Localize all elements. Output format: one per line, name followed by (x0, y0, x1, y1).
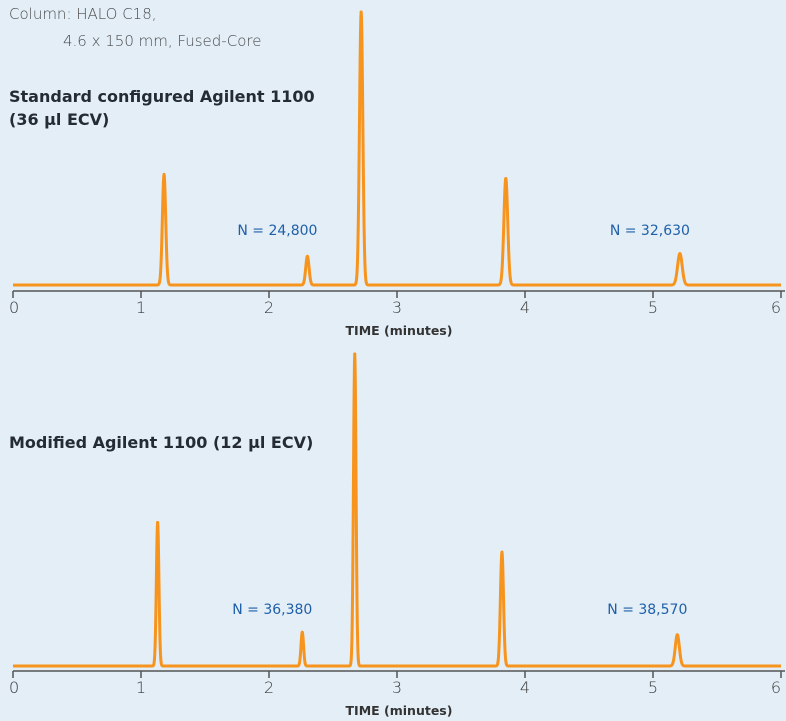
panel1-x-tick-label: 6 (771, 298, 781, 317)
panel1-title-line2: (36 µl ECV) (9, 110, 110, 129)
panel1-x-tick-label: 3 (392, 298, 402, 317)
panel2-x-tick-label: 2 (264, 678, 274, 697)
panel1-x-tick-label: 1 (136, 298, 146, 317)
panel2-annotation-1: N = 36,380 (232, 602, 312, 618)
panel1-title: Standard configured Agilent 1100 (36 µl … (9, 85, 315, 131)
panel2-peak-3 (353, 352, 357, 356)
panel2-x-axis-label: TIME (minutes) (346, 703, 453, 718)
panel1-peak-3 (359, 10, 363, 14)
panel2-x-tick-label: 0 (9, 678, 19, 697)
panel1-chart: 0 1 2 3 4 5 6 TIME (minutes) N = 24,800 N = 32,63… (9, 10, 785, 338)
panel1-x-tick-label: 5 (648, 298, 658, 317)
panel1-trace (11, 10, 783, 287)
panel1-annotation-1: N = 24,800 (237, 223, 317, 239)
panel1-title-line1: Standard configured Agilent 1100 (9, 87, 315, 106)
panel1-peak-4 (504, 177, 508, 181)
panel2-trace (11, 352, 783, 668)
panel2-x-tick-label: 6 (771, 678, 781, 697)
panel1-x-tick-label: 0 (9, 298, 19, 317)
panel2-chart: 0 1 2 3 4 5 6 TIME (minutes) N = 36,380 N = 38,57… (9, 352, 785, 718)
panel2-x-tick-label: 5 (648, 678, 658, 697)
panel1-peak-2 (305, 254, 309, 258)
panel1-peak-1 (162, 172, 166, 176)
panel2-annotation-2: N = 38,570 (607, 602, 687, 618)
panel1-x-tick-label: 2 (264, 298, 274, 317)
panel2-peak-5 (675, 633, 679, 637)
panel1-peak-5 (678, 252, 682, 256)
panel2-x-tick-label: 4 (520, 678, 530, 697)
panel1-x-tick-label: 4 (520, 298, 530, 317)
column-info-line1: Column: HALO C18, (9, 5, 157, 23)
column-info-line2: 4.6 x 150 mm, Fused-Core (63, 32, 262, 50)
panel2-x-tick-label: 3 (392, 678, 402, 697)
panel2-peak-2 (300, 630, 304, 634)
panel2-peak-1 (156, 520, 160, 524)
panel2-x-tick-label: 1 (136, 678, 146, 697)
panel2-peak-4 (500, 550, 504, 554)
panel1-x-axis-label: TIME (minutes) (346, 323, 453, 338)
panel2-title-line1: Modified Agilent 1100 (12 µl ECV) (9, 433, 314, 452)
panel1-annotation-2: N = 32,630 (610, 223, 690, 239)
panel2-title: Modified Agilent 1100 (12 µl ECV) (9, 431, 313, 454)
